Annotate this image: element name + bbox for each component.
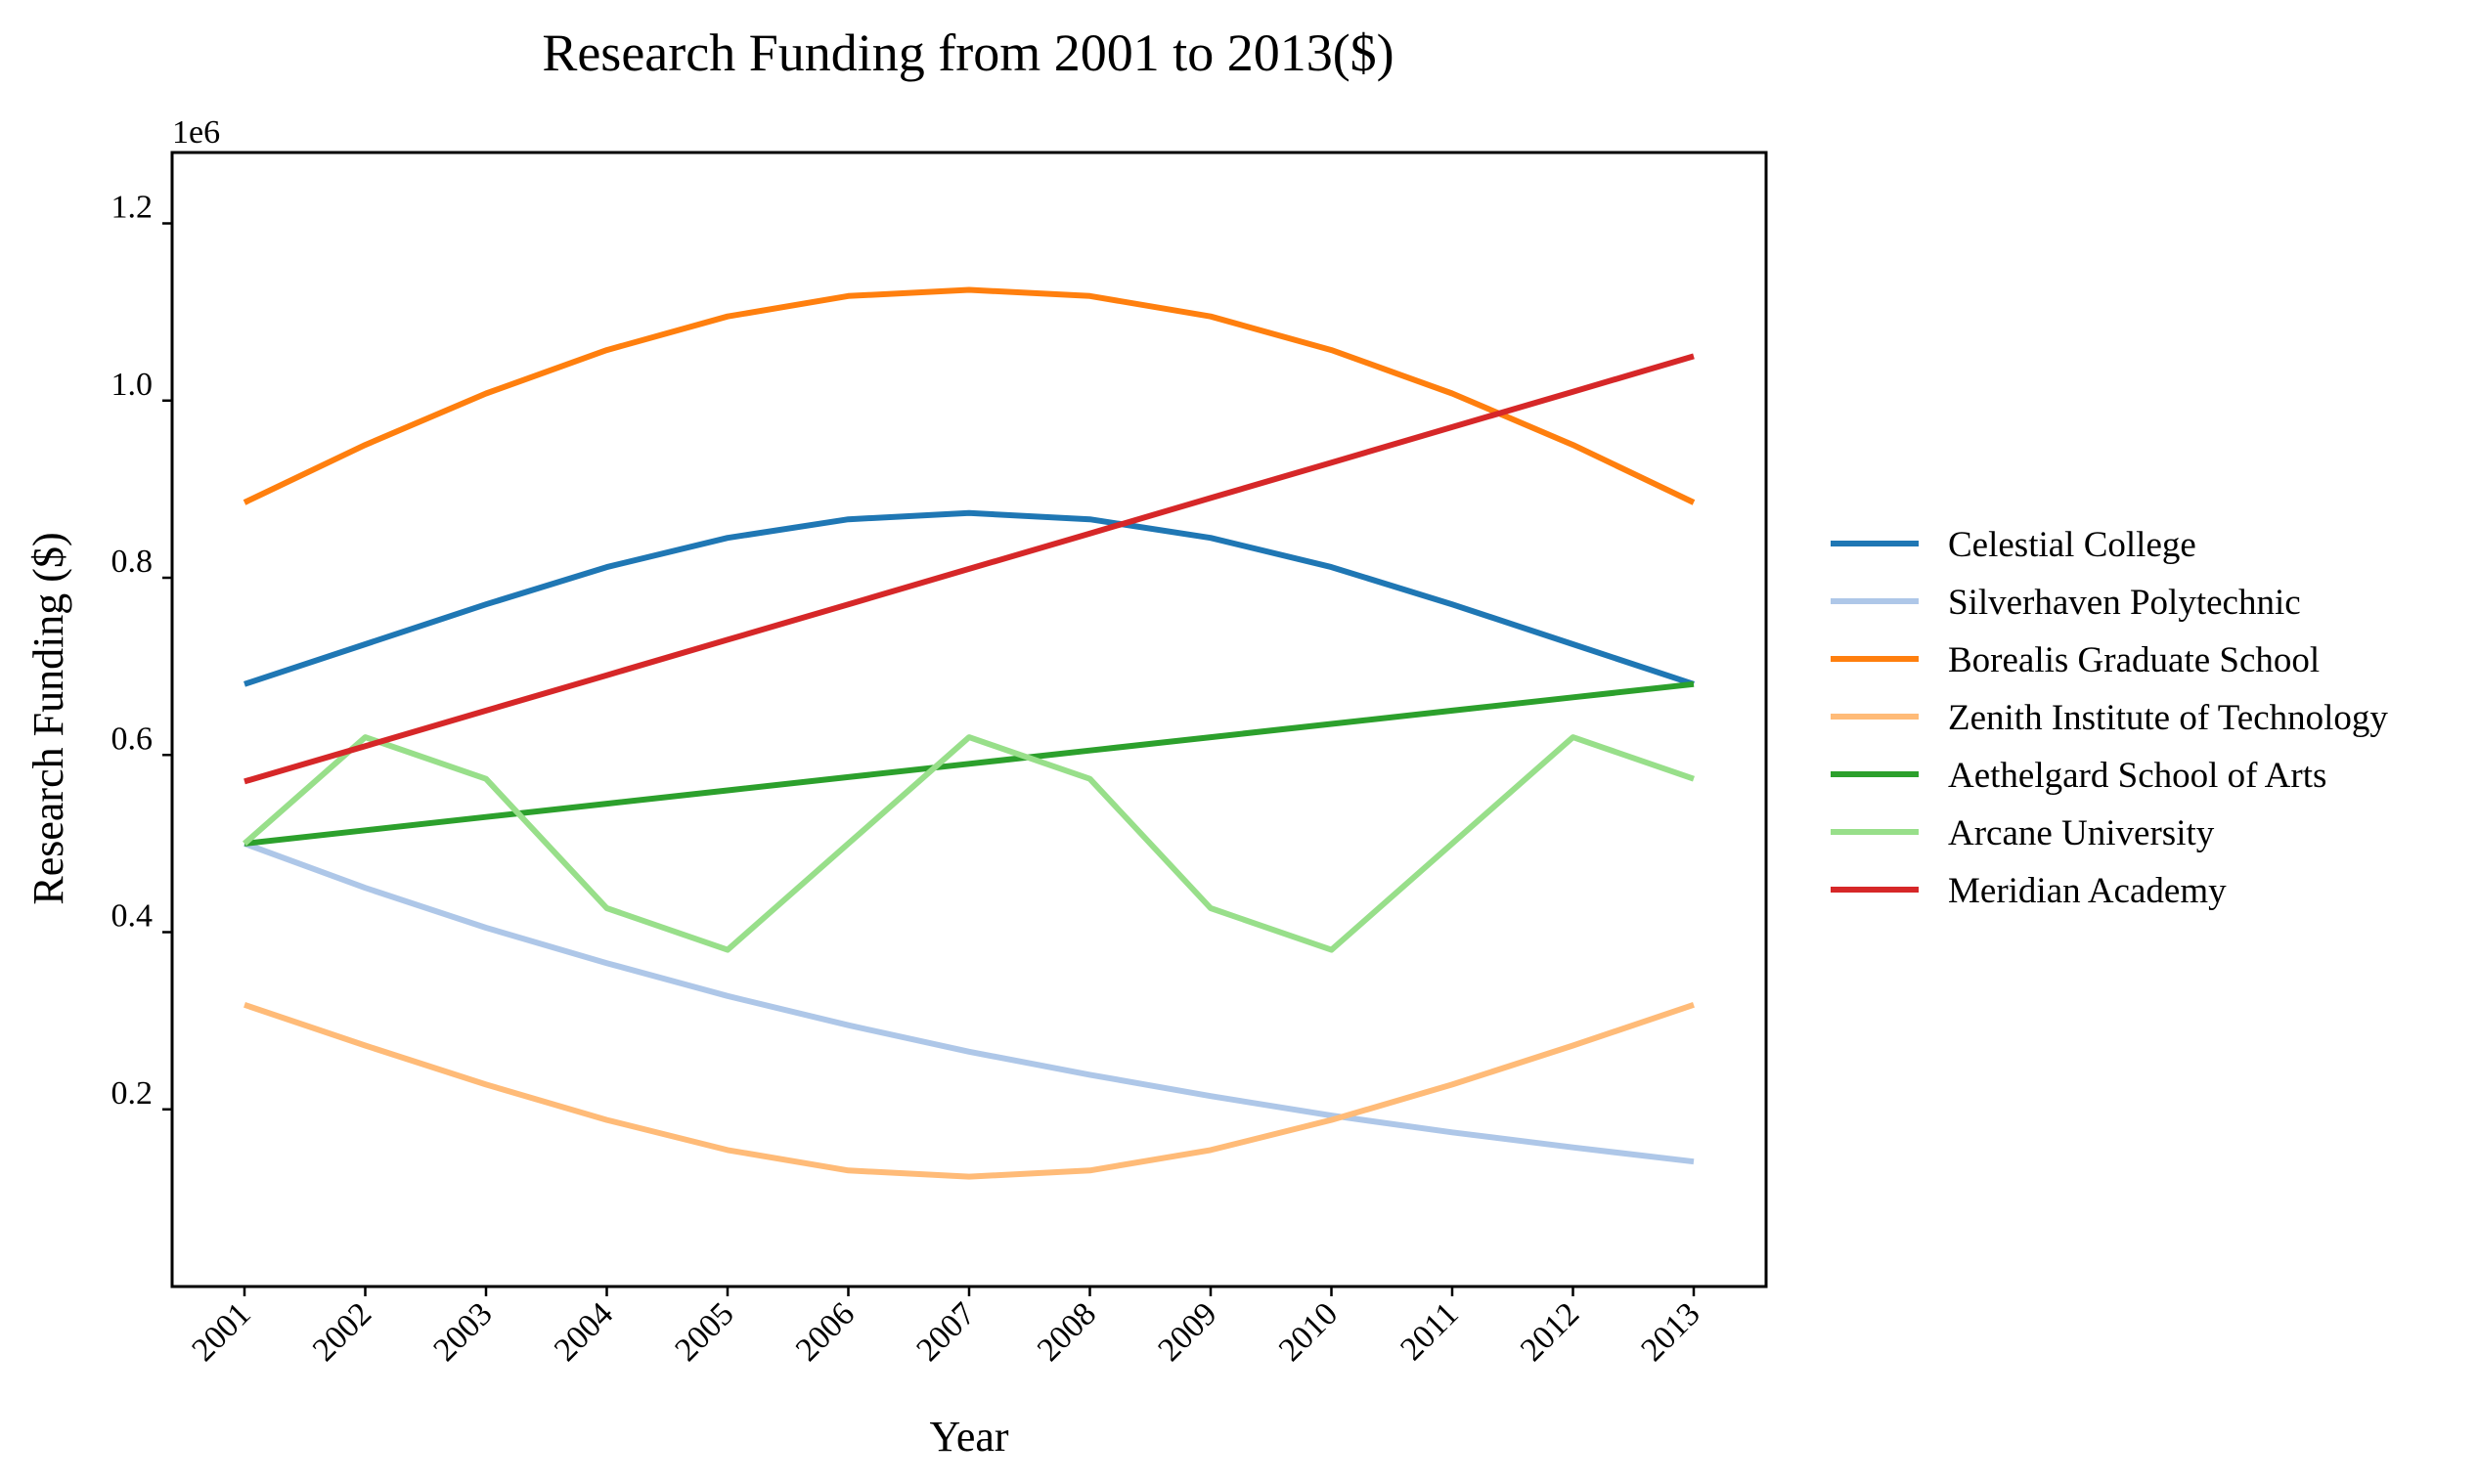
x-tick-label: 2003 [426, 1295, 499, 1368]
x-tick-label: 2007 [909, 1295, 982, 1368]
legend-label: Silverhaven Polytechnic [1948, 583, 2301, 623]
y-offset-label: 1e6 [172, 114, 220, 151]
series-line-5 [243, 734, 1695, 953]
x-tick-label: 2004 [548, 1295, 620, 1368]
y-tick-label: 0.8 [111, 544, 154, 580]
plot-frame [170, 151, 1768, 1288]
series-line-0 [243, 509, 1695, 687]
legend-label: Arcane University [1948, 813, 2215, 853]
legend-label: Zenith Institute of Technology [1948, 698, 2388, 738]
legend-item: Silverhaven Polytechnic [1831, 583, 2301, 623]
plot-area [243, 286, 1696, 1180]
legend-label: Meridian Academy [1948, 871, 2227, 911]
legend-item: Meridian Academy [1831, 871, 2227, 911]
legend-label: Aethelgard School of Arts [1948, 756, 2326, 796]
legend-item: Arcane University [1831, 813, 2215, 853]
series-line-6 [243, 353, 1695, 785]
x-axis: 2001 2002 2003 2004 2005 2006 2007 2008 2009 2010… [185, 1287, 1707, 1369]
y-axis: 0.2 0.4 0.6 0.8 1.0 1.2 [111, 190, 172, 1112]
series-line-3 [243, 1001, 1695, 1180]
y-tick-label: 1.0 [111, 367, 154, 403]
y-tick-label: 0.6 [111, 720, 154, 757]
series-line-1 [243, 841, 1695, 1165]
legend-item: Celestial College [1831, 525, 2196, 565]
x-tick-label: 2006 [789, 1295, 862, 1368]
legend-item: Zenith Institute of Technology [1831, 698, 2388, 738]
x-tick-label: 2005 [668, 1295, 740, 1368]
x-tick-label: 2011 [1394, 1295, 1465, 1367]
x-tick-label: 2001 [185, 1295, 257, 1368]
legend-label: Borealis Graduate School [1948, 640, 2320, 680]
series-line-2 [243, 286, 1696, 505]
chart-title: Research Funding from 2001 to 2013($) [542, 23, 1394, 82]
x-axis-label: Year [929, 1413, 1008, 1461]
x-tick-label: 2002 [306, 1295, 378, 1368]
legend-item: Aethelgard School of Arts [1831, 756, 2326, 796]
y-tick-label: 1.2 [111, 190, 154, 226]
y-tick-label: 0.2 [111, 1075, 154, 1112]
legend-label: Celestial College [1948, 525, 2196, 565]
x-tick-label: 2012 [1514, 1295, 1586, 1368]
legend: Celestial College Silverhaven Polytechnic… [1831, 525, 2388, 911]
x-tick-label: 2010 [1272, 1295, 1345, 1368]
series-line-4 [243, 680, 1695, 847]
x-tick-label: 2013 [1634, 1295, 1706, 1368]
legend-item: Borealis Graduate School [1831, 640, 2320, 680]
x-tick-label: 2009 [1151, 1295, 1223, 1368]
y-tick-label: 0.4 [111, 898, 154, 935]
y-axis-label: Research Funding ($) [24, 532, 72, 904]
x-tick-label: 2008 [1031, 1295, 1103, 1368]
